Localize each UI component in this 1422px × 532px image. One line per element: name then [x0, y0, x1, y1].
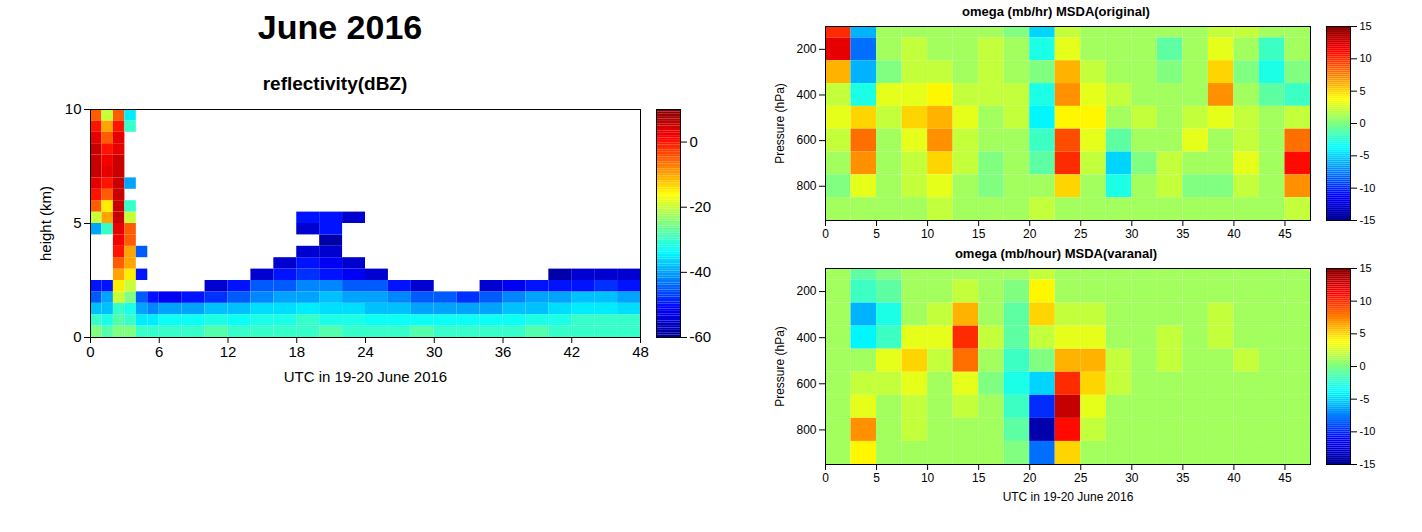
- svg-text:18: 18: [288, 343, 305, 360]
- svg-text:600: 600: [796, 377, 816, 391]
- svg-text:600: 600: [796, 133, 816, 147]
- svg-text:800: 800: [796, 423, 816, 437]
- html-text:June 2016: June 2016: [257, 8, 423, 46]
- svg-text:15: 15: [972, 227, 986, 241]
- svg-text:40: 40: [1227, 471, 1241, 485]
- svg-text:10: 10: [1360, 295, 1372, 307]
- svg-text:30: 30: [426, 343, 443, 360]
- html-text:omega (mb/hour) MSDA(varanal): omega (mb/hour) MSDA(varanal): [954, 246, 1158, 261]
- svg-text:0: 0: [822, 471, 829, 485]
- svg-text:45: 45: [1278, 227, 1292, 241]
- svg-text:24: 24: [357, 343, 374, 360]
- svg-text:-15: -15: [1360, 458, 1376, 470]
- svg-text:-20: -20: [690, 198, 712, 215]
- svg-text:-10: -10: [1360, 182, 1376, 194]
- svg-text:5: 5: [873, 471, 880, 485]
- svg-text:15: 15: [1360, 262, 1372, 274]
- html-text:omega (mb/hr) MSDA(original): omega (mb/hr) MSDA(original): [962, 4, 1150, 19]
- svg-text:25: 25: [1074, 227, 1088, 241]
- svg-text:15: 15: [972, 471, 986, 485]
- svg-text:25: 25: [1074, 471, 1088, 485]
- svg-text:0: 0: [822, 227, 829, 241]
- svg-text:48: 48: [632, 343, 649, 360]
- svg-text:400: 400: [796, 331, 816, 345]
- svg-text:200: 200: [796, 284, 816, 298]
- svg-text:Pressure (hPa): Pressure (hPa): [773, 83, 787, 164]
- svg-text:-15: -15: [1360, 214, 1376, 226]
- svg-text:-5: -5: [1360, 393, 1370, 405]
- svg-text:20: 20: [1023, 471, 1037, 485]
- svg-text:5: 5: [1360, 85, 1366, 97]
- svg-text:200: 200: [796, 42, 816, 56]
- svg-text:height (km): height (km): [37, 186, 54, 261]
- svg-text:5: 5: [873, 227, 880, 241]
- svg-text:10: 10: [65, 100, 82, 117]
- svg-text:0: 0: [1360, 360, 1366, 372]
- svg-text:42: 42: [563, 343, 580, 360]
- svg-text:-40: -40: [690, 263, 712, 280]
- svg-text:30: 30: [1125, 227, 1139, 241]
- svg-text:-5: -5: [1360, 149, 1370, 161]
- svg-text:-10: -10: [1360, 425, 1376, 437]
- svg-text:0: 0: [86, 343, 94, 360]
- svg-text:5: 5: [73, 214, 81, 231]
- svg-text:Pressure (hPa): Pressure (hPa): [773, 326, 787, 407]
- svg-text:10: 10: [1360, 52, 1372, 64]
- svg-text:36: 36: [495, 343, 512, 360]
- svg-text:10: 10: [921, 471, 935, 485]
- svg-text:20: 20: [1023, 227, 1037, 241]
- svg-text:0: 0: [690, 133, 698, 150]
- svg-text:10: 10: [921, 227, 935, 241]
- svg-text:-60: -60: [690, 328, 712, 345]
- svg-text:12: 12: [220, 343, 237, 360]
- svg-text:40: 40: [1227, 227, 1241, 241]
- svg-text:30: 30: [1125, 471, 1139, 485]
- svg-text:35: 35: [1176, 227, 1190, 241]
- svg-text:45: 45: [1278, 471, 1292, 485]
- svg-text:800: 800: [796, 179, 816, 193]
- svg-text:15: 15: [1360, 20, 1372, 32]
- svg-text:35: 35: [1176, 471, 1190, 485]
- svg-text:0: 0: [73, 328, 81, 345]
- html-text:reflectivity(dBZ): reflectivity(dBZ): [262, 73, 408, 94]
- svg-text:6: 6: [155, 343, 163, 360]
- svg-text:UTC in 19-20 June 2016: UTC in 19-20 June 2016: [284, 368, 447, 385]
- svg-text:UTC in 19-20 June 2016: UTC in 19-20 June 2016: [1003, 490, 1134, 504]
- svg-text:400: 400: [796, 88, 816, 102]
- svg-text:5: 5: [1360, 327, 1366, 339]
- svg-text:0: 0: [1360, 117, 1366, 129]
